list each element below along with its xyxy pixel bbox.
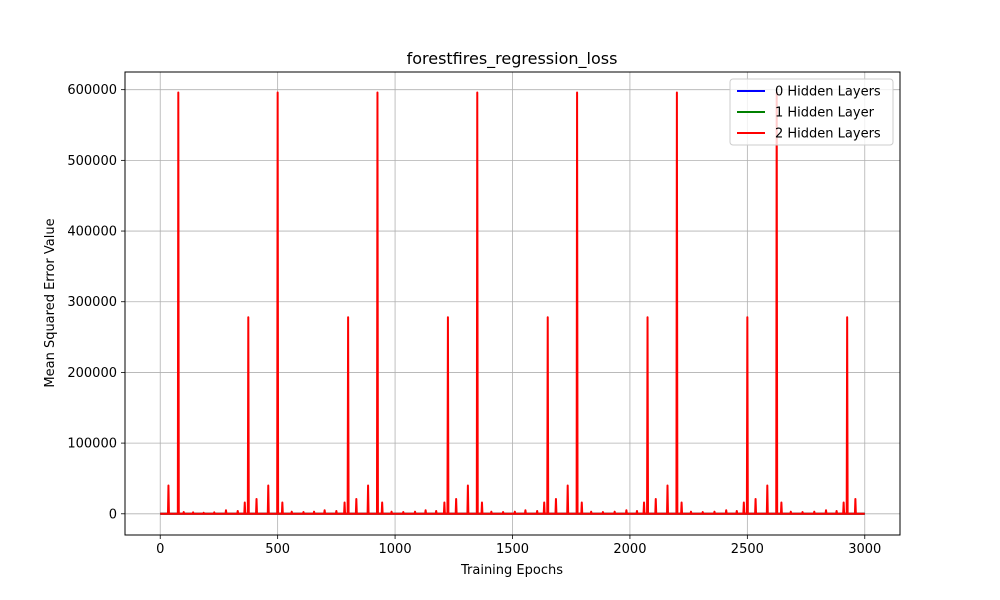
chart-title: forestfires_regression_loss	[407, 49, 618, 69]
x-tick-label: 2500	[731, 542, 764, 557]
series-line-2	[160, 91, 865, 515]
y-tick-label: 100000	[67, 437, 117, 452]
y-tick-label: 500000	[67, 154, 117, 169]
x-tick-label: 2000	[613, 542, 646, 557]
y-axis-title: Mean Squared Error Value	[43, 218, 58, 387]
y-tick-label: 600000	[67, 83, 117, 98]
y-tick-label: 0	[109, 507, 117, 522]
legend-label: 1 Hidden Layer	[775, 106, 875, 121]
x-tick-label: 500	[265, 542, 290, 557]
x-tick-label: 1000	[379, 542, 412, 557]
x-axis-ticks: 0 500 1000 1500 2000 2500 3000	[156, 535, 881, 557]
x-tick-label: 1500	[496, 542, 529, 557]
y-tick-label: 400000	[67, 225, 117, 240]
legend-box	[729, 78, 894, 146]
x-tick-label: 3000	[848, 542, 881, 557]
legend-label: 0 Hidden Layers	[775, 85, 881, 100]
x-tick-label: 0	[156, 542, 164, 557]
y-tick-label: 200000	[67, 366, 117, 381]
series-lines	[160, 91, 865, 515]
y-tick-label: 300000	[67, 295, 117, 310]
legend: 0 Hidden Layers 1 Hidden Layer 2 Hidden La…	[729, 78, 894, 146]
legend-label: 2 Hidden Layers	[775, 127, 881, 142]
y-axis-ticks: 0 100000 200000 300000 400000 500000 600000	[67, 83, 125, 522]
x-axis-title: Training Epochs	[460, 563, 563, 578]
